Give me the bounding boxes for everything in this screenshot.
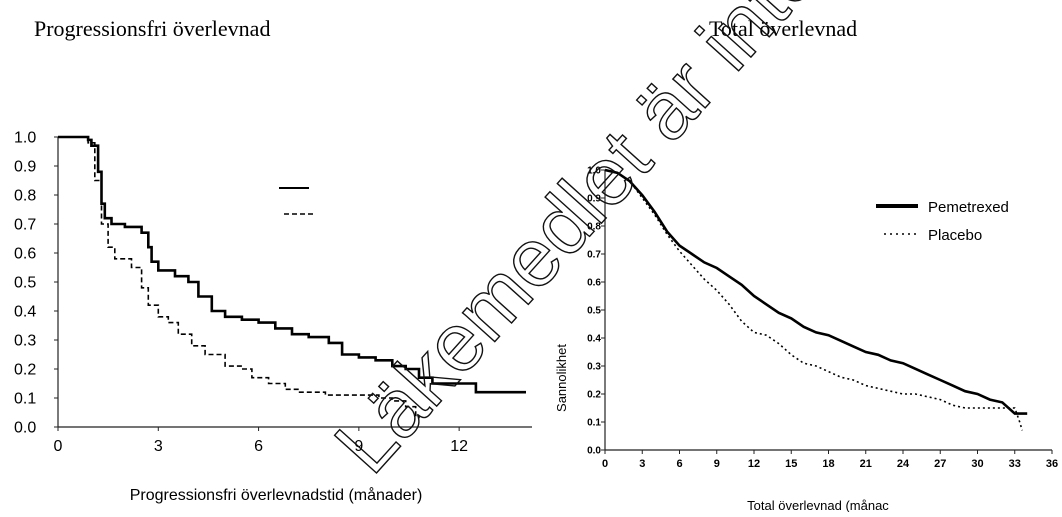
os-x-tick-label: 6	[676, 458, 682, 470]
os-y-tick-label: 0.9	[587, 194, 601, 205]
os-y-tick-label: 0.6	[587, 278, 601, 289]
os-x-ticks: 0 3 6 9 12 15 18 21 24 27 30 33 36	[602, 450, 1058, 470]
pfs-y-tick-label: 1.0	[14, 130, 36, 147]
pfs-y-tick-label: 0.6	[14, 246, 36, 263]
pfs-y-tick-label: 0.3	[14, 333, 36, 350]
pfs-x-tick-label: 9	[354, 438, 363, 455]
os-series-placebo-line	[604, 169, 1023, 431]
pfs-y-tick-label: 0.7	[14, 217, 36, 234]
os-legend-placebo-label: Placebo	[928, 227, 982, 244]
os-y-tick-label: 1.0	[587, 166, 601, 177]
os-x-tick-label: 9	[714, 458, 720, 470]
os-y-tick-label: 0.0	[587, 446, 601, 457]
os-legend: Pemetrexed Placebo	[876, 199, 1009, 244]
pfs-y-tick-label: 0.4	[14, 304, 36, 321]
os-x-tick-label: 12	[748, 458, 760, 470]
pfs-chart-title: Progressionsfri överlevnad	[34, 16, 270, 41]
pfs-x-tick-label: 3	[154, 438, 163, 455]
pfs-x-tick-label: 6	[254, 438, 263, 455]
os-y-tick-label: 0.7	[587, 250, 601, 261]
os-x-tick-label: 0	[602, 458, 608, 470]
pfs-y-tick-label: 0.1	[14, 391, 36, 408]
pfs-x-axis-label: Progressionsfri överlevnadstid (månader)	[130, 486, 423, 504]
watermark-text: Läkemedlet är inte längre godkänt	[318, 0, 1062, 490]
pfs-x-tick-label: 12	[450, 438, 468, 455]
os-y-tick-label: 0.8	[587, 222, 601, 233]
pfs-y-tick-label: 0.2	[14, 362, 36, 379]
os-series	[604, 168, 1028, 431]
pfs-x-ticks: 0 3 6 9 12	[54, 427, 468, 455]
os-legend-pemetrexed-label: Pemetrexed	[928, 199, 1009, 216]
os-chart-title: Total överlevnad	[709, 16, 857, 41]
os-x-tick-label: 36	[1046, 458, 1058, 470]
pfs-y-tick-label: 0.9	[14, 159, 36, 176]
pfs-chart: Progressionsfri överlevnad 0.00.10.20.30…	[14, 16, 532, 504]
os-series-pemetrexed-line	[604, 168, 1028, 415]
pfs-y-tick-label: 0.8	[14, 188, 36, 205]
pfs-series-dashed-line	[58, 136, 420, 419]
os-y-tick-label: 0.5	[587, 306, 601, 317]
pfs-y-ticks: 0.0 0.1 0.2 0.3 0.4 0.5 0.6 0.7 0.8 0.9 1.0	[14, 130, 58, 437]
os-y-tick-label: 0.2	[587, 390, 601, 401]
os-x-tick-label: 15	[785, 458, 797, 470]
os-x-tick-label: 24	[897, 458, 910, 470]
pfs-y-tick-label: 0.5	[14, 275, 36, 292]
os-y-ticks: 0.0 0.1 0.2 0.3 0.4 0.5 0.6 0.7 0.8 0.9 1.0	[587, 166, 605, 457]
os-chart: Total överlevnad 0.00.10.20.30.40.50.60.…	[554, 16, 1058, 513]
os-y-tick-label: 0.4	[587, 334, 601, 345]
os-x-tick-label: 3	[639, 458, 645, 470]
pfs-x-tick-label: 0	[54, 438, 63, 455]
os-y-axis-label: Sannolikhet	[554, 344, 569, 412]
os-x-tick-label: 30	[971, 458, 983, 470]
os-y-tick-label: 0.1	[587, 418, 601, 429]
os-x-tick-label: 18	[822, 458, 834, 470]
os-y-tick-label: 0.3	[587, 362, 601, 373]
os-x-axis-label: Total överlevnad (månac	[747, 498, 889, 512]
pfs-series	[58, 135, 526, 419]
pfs-y-tick-label: 0.0	[14, 420, 36, 437]
os-x-tick-label: 33	[1009, 458, 1021, 470]
os-x-tick-label: 21	[860, 458, 872, 470]
os-x-tick-label: 27	[934, 458, 946, 470]
pfs-series-solid-line	[58, 135, 526, 394]
